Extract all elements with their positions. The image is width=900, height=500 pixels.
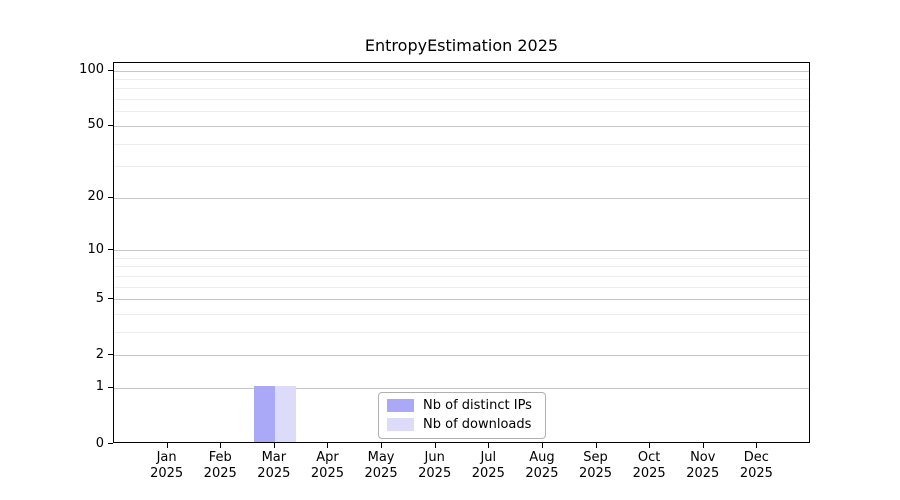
x-tick (488, 443, 490, 448)
bar-downloads (274, 385, 296, 442)
x-tick (166, 443, 168, 448)
x-tick-year: 2025 (578, 466, 613, 481)
y-tick-label: 2 (95, 346, 104, 362)
y-minor-gridline (114, 111, 809, 113)
x-tick-month: Jun (424, 450, 445, 465)
y-tick (108, 196, 113, 198)
legend: Nb of distinct IPs Nb of downloads (378, 392, 546, 439)
legend-item-downloads: Nb of downloads (387, 417, 537, 432)
y-tick-label: 100 (79, 62, 104, 78)
x-tick-year: 2025 (150, 466, 184, 481)
y-tick (108, 354, 113, 356)
y-tick-label: 0 (95, 435, 104, 451)
x-tick-year: 2025 (739, 466, 773, 481)
x-tick-year: 2025 (418, 466, 452, 481)
y-minor-gridline (114, 99, 809, 101)
y-major-gridline (114, 125, 809, 127)
x-tick-month: Oct (637, 450, 661, 465)
x-tick-label: Oct 2025 (613, 450, 685, 482)
x-tick (273, 443, 275, 448)
x-tick-year: 2025 (257, 466, 291, 481)
y-minor-gridline (114, 331, 809, 333)
y-tick-label: 50 (87, 117, 104, 133)
y-tick-label: 20 (87, 189, 104, 205)
legend-swatch-downloads (387, 418, 414, 431)
y-tick (108, 249, 113, 250)
x-tick-year: 2025 (686, 466, 720, 481)
bar-distinct-ips (253, 385, 275, 442)
y-minor-gridline (114, 275, 809, 277)
y-tick-label: 10 (87, 241, 104, 257)
x-tick-label: Nov 2025 (667, 450, 739, 482)
x-tick (381, 443, 383, 448)
x-tick-month: Feb (208, 450, 232, 465)
x-tick-label: May 2025 (345, 450, 417, 482)
legend-label-downloads: Nb of downloads (423, 417, 532, 432)
x-tick-month: Aug (529, 450, 555, 465)
y-minor-gridline (114, 166, 809, 168)
x-tick-label: Jun 2025 (399, 450, 471, 482)
x-tick-label: Apr 2025 (291, 450, 363, 482)
plot-area: Nb of distinct IPs Nb of downloads (113, 62, 810, 443)
x-tick (541, 443, 543, 448)
y-minor-gridline (114, 79, 809, 81)
y-tick (108, 69, 113, 71)
y-major-gridline (114, 387, 809, 389)
x-tick-label: Sep 2025 (560, 450, 632, 482)
legend-label-distinct-ips: Nb of distinct IPs (423, 398, 532, 413)
y-tick (108, 124, 113, 126)
x-tick-year: 2025 (525, 466, 559, 481)
x-tick-label: Aug 2025 (506, 450, 578, 482)
y-tick (108, 386, 113, 388)
y-major-gridline (114, 70, 809, 72)
y-major-gridline (114, 355, 809, 357)
y-tick-label: 1 (95, 379, 104, 395)
legend-swatch-distinct-ips (387, 399, 414, 412)
x-tick-year: 2025 (471, 466, 505, 481)
x-tick-label: Jul 2025 (452, 450, 524, 482)
legend-item-distinct-ips: Nb of distinct IPs (387, 398, 537, 413)
x-tick-label: Jan 2025 (131, 450, 203, 482)
y-major-gridline (114, 197, 809, 199)
x-tick-month: Mar (261, 450, 287, 465)
x-tick-year: 2025 (632, 466, 666, 481)
y-major-gridline (114, 299, 809, 301)
x-tick-month: May (367, 450, 395, 465)
x-tick (756, 443, 758, 448)
x-tick (702, 443, 704, 448)
y-tick-label: 5 (95, 290, 104, 306)
y-minor-gridline (114, 266, 809, 268)
x-tick-month: Sep (583, 450, 608, 465)
y-minor-gridline (114, 143, 809, 145)
x-tick-month: Dec (743, 450, 769, 465)
y-minor-gridline (114, 313, 809, 315)
x-tick-label: Feb 2025 (184, 450, 256, 482)
x-tick (649, 443, 651, 448)
y-tick (108, 443, 113, 444)
y-minor-gridline (114, 286, 809, 288)
x-tick-month: Nov (690, 450, 716, 465)
x-tick-year: 2025 (310, 466, 344, 481)
x-tick-month: Apr (316, 450, 339, 465)
x-tick (595, 443, 597, 448)
x-tick (220, 443, 222, 448)
x-tick-month: Jul (480, 450, 497, 465)
x-tick-label: Mar 2025 (238, 450, 310, 482)
y-minor-gridline (114, 257, 809, 259)
x-tick (434, 443, 436, 448)
y-minor-gridline (114, 88, 809, 90)
y-major-gridline (114, 250, 809, 251)
chart-title: EntropyEstimation 2025 (364, 36, 559, 55)
x-tick-label: Dec 2025 (720, 450, 792, 482)
x-tick (327, 443, 329, 448)
y-tick (108, 298, 113, 300)
x-tick-year: 2025 (203, 466, 237, 481)
x-tick-month: Jan (156, 450, 177, 465)
x-tick-year: 2025 (364, 466, 398, 481)
